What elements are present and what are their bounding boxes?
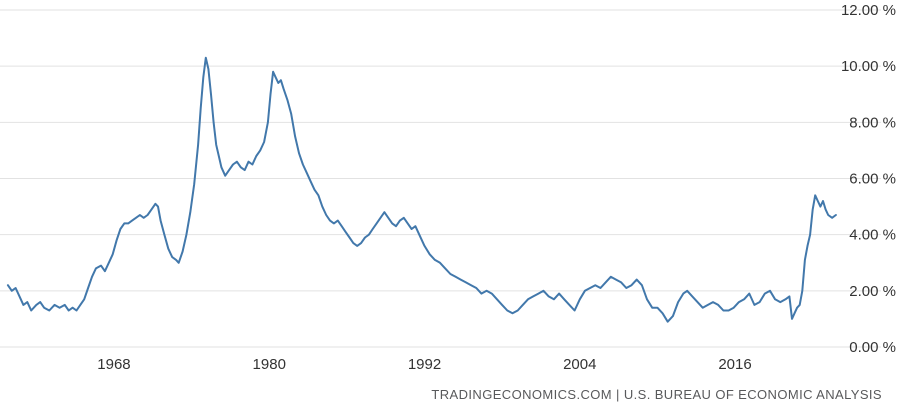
y-tick-label: 6.00 % — [849, 171, 896, 188]
x-tick-label: 1992 — [408, 356, 441, 373]
x-tick-label: 1968 — [97, 356, 130, 373]
y-tick-label: 4.00 % — [849, 227, 896, 244]
inflation-line-chart[interactable]: 0.00 % 2.00 % 4.00 % 6.00 % 8.00 % 10.00 % 12.… — [0, 0, 900, 375]
y-tick-label: 0.00 % — [849, 339, 896, 356]
y-tick-label: 12.00 % — [841, 2, 896, 19]
x-tick-label: 2016 — [718, 356, 751, 373]
y-tick-label: 10.00 % — [841, 58, 896, 75]
source-attribution: TRADINGECONOMICS.COM | U.S. BUREAU OF EC… — [431, 387, 882, 402]
y-tick-label: 8.00 % — [849, 114, 896, 131]
y-tick-label: 2.00 % — [849, 283, 896, 300]
x-tick-label: 2004 — [563, 356, 596, 373]
price-line — [6, 56, 837, 323]
x-tick-label: 1980 — [253, 356, 286, 373]
chart-footer: TRADINGECONOMICS.COM | U.S. BUREAU OF EC… — [0, 375, 900, 402]
